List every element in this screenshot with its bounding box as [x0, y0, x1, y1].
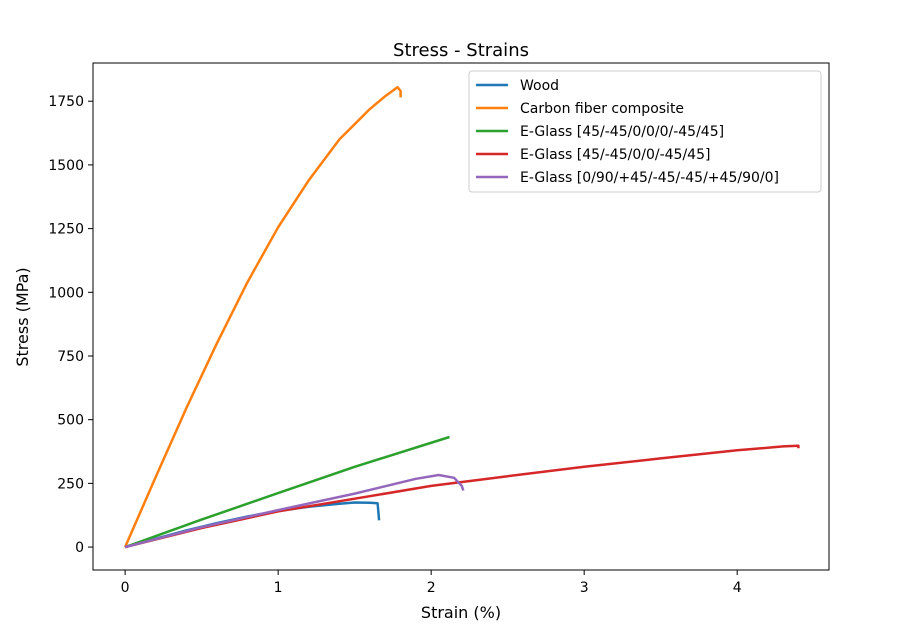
series-line-0: [124, 501, 381, 549]
legend: Wood Carbon fiber composite E-Glass [45/-4…: [468, 70, 822, 193]
x-axis-label: Strain (%): [421, 603, 501, 622]
x-axis: 0 1 2 3 4: [121, 570, 742, 596]
series-line-3: [124, 444, 800, 549]
y-tick-label: 0: [75, 540, 84, 556]
x-tick-label: 2: [427, 580, 436, 596]
series-line-4: [124, 473, 465, 549]
legend-label: Carbon fiber composite: [520, 101, 684, 117]
series-lines: [123, 85, 800, 549]
legend-label: E-Glass [45/-45/0/0/-45/45]: [520, 147, 710, 163]
series-line-2: [124, 435, 450, 549]
x-tick-label: 1: [274, 580, 283, 596]
legend-label: E-Glass [45/-45/0/0/0/-45/45]: [520, 124, 724, 140]
y-axis: 0 250 500 750 1000 1250 1500 1750: [48, 94, 93, 556]
legend-label: Wood: [520, 78, 559, 94]
plot-frame: [92, 62, 830, 571]
x-tick-label: 0: [121, 580, 130, 596]
series-line-1: [123, 85, 402, 548]
legend-label: E-Glass [0/90/+45/-45/-45/+45/90/0]: [520, 170, 779, 186]
y-axis-label: Stress (MPa): [13, 267, 32, 366]
y-tick-label: 1250: [48, 222, 84, 238]
y-tick-label: 500: [57, 413, 84, 429]
y-tick-label: 750: [57, 349, 84, 365]
y-tick-label: 1500: [48, 158, 84, 174]
chart-title: Stress - Strains: [393, 40, 529, 61]
y-tick-label: 250: [57, 476, 84, 492]
y-tick-label: 1750: [48, 94, 84, 110]
y-tick-label: 1000: [48, 285, 84, 301]
x-tick-label: 3: [580, 580, 589, 596]
x-tick-label: 4: [733, 580, 742, 596]
legend-box: [468, 70, 822, 193]
